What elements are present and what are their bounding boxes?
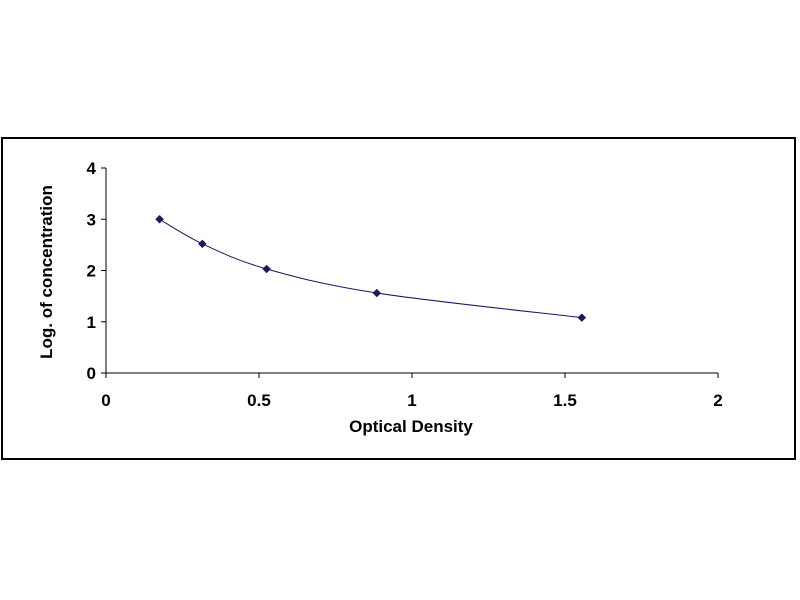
x-tick-label: 2 <box>713 391 722 410</box>
x-tick-label: 0.5 <box>247 391 271 410</box>
y-tick-label: 4 <box>87 159 97 178</box>
data-point <box>372 288 382 298</box>
x-tick-label: 0 <box>101 391 110 410</box>
y-tick-label: 2 <box>87 262 96 281</box>
series-points <box>155 214 587 323</box>
series-curve <box>159 218 582 319</box>
x-tick-labels: 0 0.5 1 1.5 2 <box>101 391 722 410</box>
y-tick-label: 1 <box>87 313 96 332</box>
chart-axes <box>101 167 719 378</box>
x-tick-label: 1 <box>407 391 416 410</box>
data-point <box>262 264 272 274</box>
y-tick-label: 0 <box>87 364 96 383</box>
data-point <box>198 239 207 249</box>
y-tick-labels: 0 1 2 3 4 <box>87 159 97 383</box>
data-point <box>155 214 164 224</box>
x-tick-label: 1.5 <box>553 391 577 410</box>
y-tick-label: 3 <box>87 210 96 229</box>
chart-frame <box>1 137 796 460</box>
y-axis-title: Log. of concentration <box>37 185 56 359</box>
data-point <box>577 313 587 323</box>
x-axis-title: Optical Density <box>349 417 473 436</box>
